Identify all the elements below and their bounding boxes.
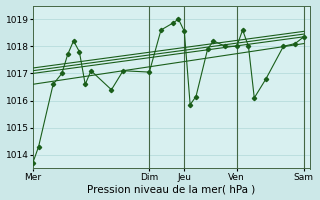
X-axis label: Pression niveau de la mer( hPa ): Pression niveau de la mer( hPa ) [87, 184, 255, 194]
